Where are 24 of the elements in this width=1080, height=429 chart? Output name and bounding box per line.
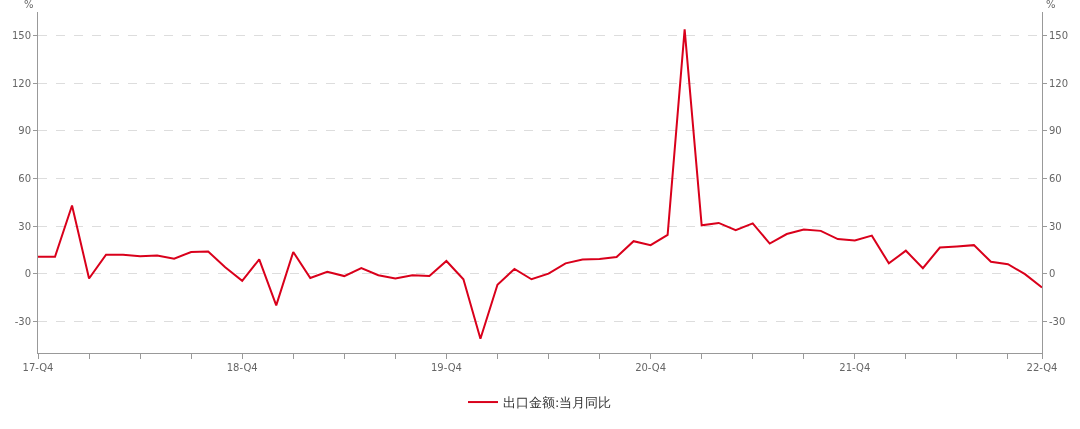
y2-tick-label: 90 <box>1049 125 1062 137</box>
y2-tick-label: 30 <box>1049 220 1062 232</box>
x-tick-label: 17-Q4 <box>22 362 54 373</box>
y-tick-label: 30 <box>18 220 31 232</box>
x-tick-label: 20-Q4 <box>635 362 667 373</box>
x-tick-label: 18-Q4 <box>226 362 258 373</box>
x-tick-label: 19-Q4 <box>430 362 462 373</box>
x-tick-label: 21-Q4 <box>839 362 871 373</box>
y-tick-label: 60 <box>18 173 31 185</box>
y2-tick-label: -30 <box>1049 315 1066 327</box>
y2-tick-label: 150 <box>1049 30 1069 42</box>
y-axis-title: % <box>24 0 34 10</box>
legend-label: 出口金额:当月同比 <box>503 395 612 411</box>
y-tick-label: 120 <box>11 77 31 89</box>
y-tick-label: 0 <box>24 268 31 280</box>
y-tick-label: 90 <box>18 125 31 137</box>
y-tick-label: -30 <box>14 315 31 327</box>
y2-tick-label: 120 <box>1049 77 1069 89</box>
y2-tick-label: 0 <box>1049 268 1056 280</box>
y-tick-label: 150 <box>11 30 31 42</box>
line-series <box>38 28 1042 340</box>
y2-tick-label: 60 <box>1049 173 1062 185</box>
y2-axis-title: % <box>1046 0 1056 10</box>
x-tick-label: 22-Q4 <box>1026 362 1058 373</box>
